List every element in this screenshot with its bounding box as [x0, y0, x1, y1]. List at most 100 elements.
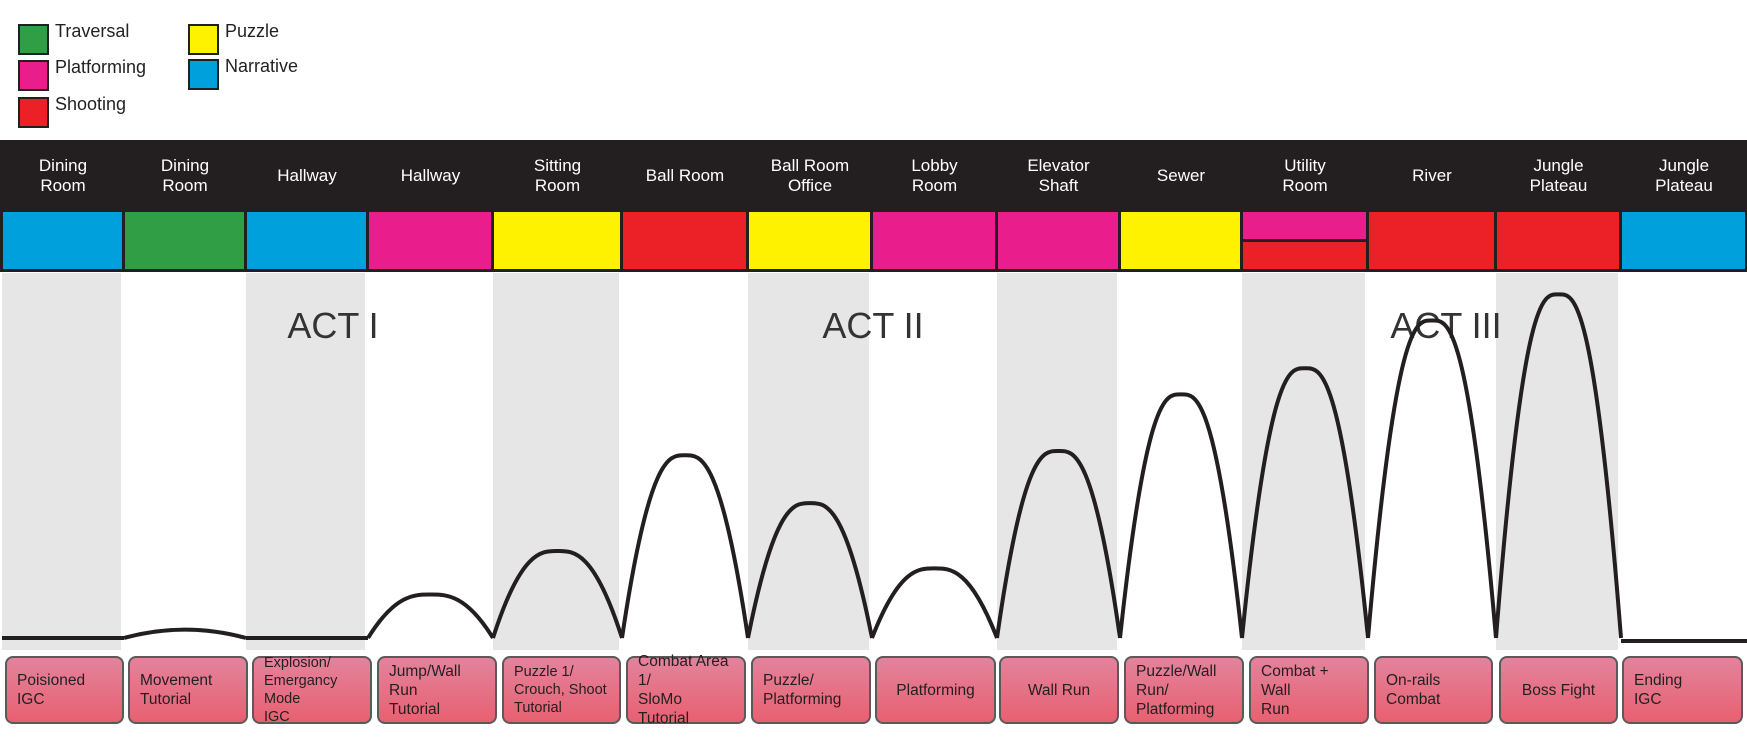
room-header-band [0, 140, 1747, 212]
event-line: Platforming [763, 691, 842, 708]
event-line: SloMo Tutorial [638, 691, 690, 727]
tag-cell-narrative [247, 212, 366, 269]
column-stripe [997, 273, 1117, 650]
legend-swatch-narrative [188, 58, 219, 90]
legend-item-shooting: Shooting [18, 94, 126, 129]
legend-label-traversal: Traversal [55, 20, 130, 41]
intensity-arch [491, 548, 624, 639]
room-title-line: Utility [1284, 156, 1326, 175]
room-title: Elevator Shaft [997, 140, 1120, 212]
intensity-arch [1240, 366, 1370, 639]
room-title-line: Room [534, 176, 581, 195]
event-line: Puzzle/ [763, 672, 814, 689]
event-box: Puzzle/Wall Run/Platforming [1124, 656, 1244, 724]
room-title-line: Hallway [400, 166, 461, 185]
room-title: Utility Room [1242, 140, 1368, 212]
event-line: Emergancy Mode [264, 673, 338, 707]
room-title: Hallway [246, 140, 368, 212]
room-title: Ball Room [622, 140, 748, 212]
tag-cell-platforming [369, 212, 491, 269]
tag-cell-platforming [1243, 212, 1366, 239]
room-title-line: Hallway [277, 166, 337, 185]
legend-swatch-traversal [18, 23, 49, 55]
room-title-line: Plateau [1655, 176, 1713, 195]
room-title-line: Office [787, 176, 833, 195]
room-title: Ball Room Office [748, 140, 872, 212]
event-line: Tutorial [514, 700, 562, 716]
event-line: Movement [140, 672, 213, 689]
legend-swatch-platforming [18, 59, 49, 91]
intensity-arch [620, 453, 750, 639]
intensity-arch [1118, 392, 1244, 639]
event-line: Jump/Wall Run [389, 662, 461, 699]
tag-cell-shooting [1243, 242, 1366, 269]
room-title: Jungle Plateau [1496, 140, 1621, 212]
room-title-line: Shaft [1038, 176, 1079, 195]
legend-item-traversal: Traversal [18, 20, 130, 56]
legend-swatch-shooting [18, 96, 49, 128]
event-line: IGC [17, 691, 45, 708]
room-title-line: Sitting [533, 156, 582, 175]
tag-cell-platforming [873, 212, 995, 269]
event-line: Puzzle 1/ [514, 664, 574, 680]
event-line: Boss Fight [1521, 681, 1596, 699]
event-box: Explosion/Emergancy Mode IGC [252, 655, 372, 725]
event-line: Tutorial [140, 691, 192, 708]
event-box: Combat Area 1/SloMo Tutorial [626, 653, 746, 727]
room-title: River [1368, 140, 1496, 212]
event-box: Platforming [875, 656, 996, 724]
tag-cell-puzzle [494, 212, 620, 269]
room-title-line: Ball Room [770, 156, 850, 175]
room-title-line: Room [1282, 176, 1328, 195]
event-line: Explosion/ [264, 655, 331, 671]
event-line: Puzzle/Wall Run/ [1136, 662, 1217, 699]
event-line: Ending [1634, 672, 1683, 689]
room-title-line: Jungle [1533, 156, 1584, 175]
intensity-arch [123, 627, 247, 640]
act-label: ACT I [287, 305, 379, 346]
room-title: Lobby Room [872, 140, 997, 212]
event-box: Puzzle/Platforming [751, 656, 871, 724]
legend-label-narrative: Narrative [225, 55, 299, 76]
column-stripe [1496, 273, 1618, 650]
event-box: Ending IGC [1622, 656, 1743, 724]
room-title: Hallway [368, 140, 493, 212]
event-line: Combat + Wall [1261, 662, 1329, 699]
room-title-line: Room [40, 176, 86, 195]
room-title-line: Elevator [1027, 156, 1090, 175]
legend-item-platforming: Platforming [18, 57, 146, 92]
tag-cell-platforming [998, 212, 1118, 269]
room-title-line: Ball Room [645, 166, 725, 185]
event-box: Jump/Wall Run Tutorial [377, 656, 497, 724]
event-line: Platforming [896, 681, 975, 699]
intensity-arch [1494, 292, 1623, 639]
event-box: Wall Run [999, 656, 1119, 724]
tag-cell-narrative [1622, 212, 1745, 269]
event-box: Movement Tutorial [128, 656, 248, 724]
room-title-line: Jungle [1658, 156, 1710, 175]
event-line: IGC [264, 709, 290, 725]
room-title-line: Dining [160, 156, 210, 175]
intensity-arch [366, 592, 495, 640]
room-title: Dining Room [124, 140, 246, 212]
event-line: Platforming [1136, 700, 1215, 718]
room-title: Dining Room [2, 140, 124, 212]
legend-item-narrative: Narrative [188, 55, 299, 91]
event-box: Combat + Wall Run [1249, 656, 1369, 724]
tag-cell-shooting [1497, 212, 1619, 269]
room-title-line: Plateau [1529, 176, 1588, 195]
tag-cell-puzzle [1121, 212, 1240, 269]
column-stripe [748, 273, 869, 650]
room-title-line: Sewer [1156, 166, 1206, 185]
event-line: Tutorial [389, 700, 441, 718]
tag-cell-puzzle [749, 212, 870, 269]
event-line: Combat Area 1/ [638, 653, 729, 689]
intensity-arch [1366, 318, 1498, 639]
legend-item-puzzle: Puzzle [188, 21, 279, 56]
room-title-line: Dining [38, 156, 88, 175]
room-title-line: Room [162, 176, 208, 195]
tag-cell-shooting [1369, 212, 1494, 269]
event-box: On-rails Combat [1374, 656, 1493, 724]
